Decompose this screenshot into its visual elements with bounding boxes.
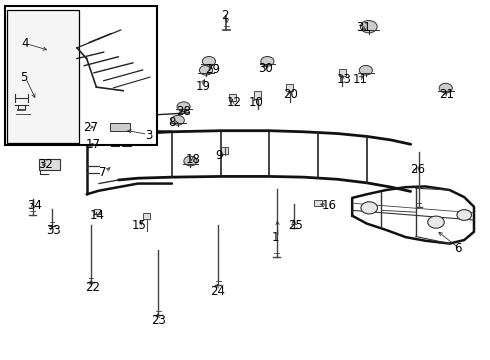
Bar — [143, 212, 150, 219]
Bar — [7, 10, 79, 143]
Bar — [122, 137, 131, 146]
Text: 32: 32 — [38, 158, 53, 171]
Bar — [254, 91, 261, 99]
Text: 5: 5 — [20, 71, 27, 84]
Text: 31: 31 — [356, 21, 371, 33]
Text: 7: 7 — [99, 166, 106, 179]
Circle shape — [439, 83, 452, 93]
Bar — [314, 200, 322, 206]
Circle shape — [171, 116, 184, 125]
Text: 2: 2 — [220, 9, 228, 22]
Text: 9: 9 — [215, 149, 222, 162]
Circle shape — [202, 57, 216, 66]
Text: 33: 33 — [46, 224, 61, 237]
Circle shape — [261, 57, 274, 66]
Text: 11: 11 — [353, 73, 368, 86]
Text: 17: 17 — [85, 139, 100, 152]
Circle shape — [359, 66, 372, 75]
Text: 15: 15 — [132, 219, 147, 232]
Text: 13: 13 — [337, 73, 351, 86]
Text: 22: 22 — [85, 282, 100, 294]
Text: 10: 10 — [249, 96, 264, 109]
Text: 27: 27 — [83, 121, 98, 134]
Text: 29: 29 — [205, 63, 220, 76]
Text: 21: 21 — [439, 89, 454, 102]
Circle shape — [457, 210, 471, 220]
Bar — [39, 159, 60, 170]
Text: 26: 26 — [410, 163, 425, 176]
Circle shape — [199, 66, 213, 75]
Text: 30: 30 — [259, 62, 273, 75]
Circle shape — [93, 121, 102, 128]
Bar — [287, 84, 293, 91]
Text: 16: 16 — [322, 199, 337, 212]
Text: 28: 28 — [176, 105, 191, 118]
Bar — [111, 137, 119, 146]
Bar — [94, 209, 100, 214]
Circle shape — [360, 21, 377, 33]
Text: 18: 18 — [186, 153, 200, 166]
Text: 6: 6 — [455, 242, 462, 255]
Text: 3: 3 — [145, 129, 152, 142]
Bar — [339, 69, 346, 76]
Text: 25: 25 — [288, 219, 303, 232]
Circle shape — [184, 156, 197, 166]
Bar — [5, 6, 157, 145]
Circle shape — [428, 216, 444, 228]
Text: 19: 19 — [196, 80, 210, 93]
Bar — [93, 142, 99, 145]
Text: 12: 12 — [226, 96, 242, 109]
Text: 4: 4 — [22, 37, 29, 50]
Text: 1: 1 — [272, 231, 279, 244]
Bar — [229, 94, 236, 101]
Bar — [110, 123, 130, 131]
Text: 34: 34 — [27, 199, 42, 212]
Bar — [221, 147, 228, 154]
Text: 14: 14 — [90, 208, 105, 221]
Text: 24: 24 — [210, 285, 225, 298]
Text: 8: 8 — [168, 116, 175, 129]
Circle shape — [361, 202, 377, 214]
Circle shape — [177, 102, 190, 112]
Text: 20: 20 — [283, 89, 298, 102]
Text: 23: 23 — [151, 314, 166, 327]
